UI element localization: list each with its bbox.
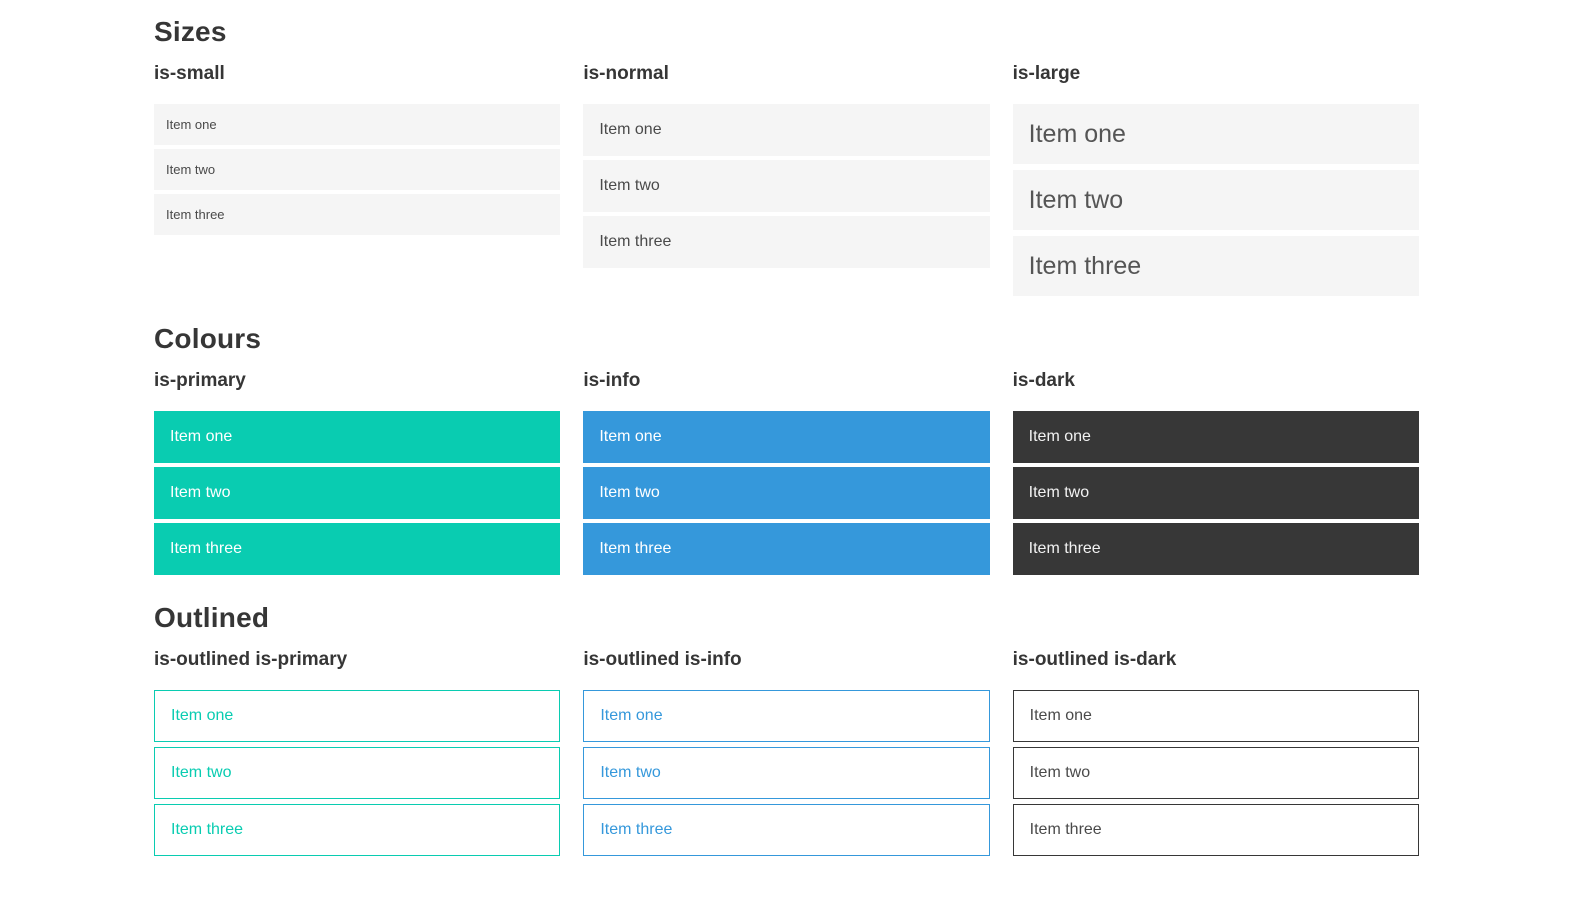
list-item[interactable]: Item one xyxy=(154,411,561,463)
group-is-small: is-small Item one Item two Item three xyxy=(154,62,561,296)
group-label-is-outlined-is-dark: is-outlined is-dark xyxy=(1012,649,1177,670)
list-item[interactable]: Item two xyxy=(583,747,990,799)
list-item[interactable]: Item two xyxy=(1012,467,1419,519)
group-is-large: is-large Item one Item two Item three xyxy=(1012,62,1419,296)
list-item[interactable]: Item three xyxy=(154,194,561,235)
list-item[interactable]: Item two xyxy=(154,467,561,519)
list-item[interactable]: Item two xyxy=(583,160,990,212)
item-list-is-info: Item one Item two Item three xyxy=(583,411,990,575)
list-item[interactable]: Item three xyxy=(154,523,561,575)
list-item[interactable]: Item three xyxy=(1012,236,1419,296)
list-item[interactable]: Item one xyxy=(583,104,990,156)
item-list-is-outlined-is-info: Item one Item two Item three xyxy=(583,690,990,856)
list-item[interactable]: Item three xyxy=(583,523,990,575)
list-item[interactable]: Item two xyxy=(1012,170,1419,230)
outlined-columns: is-outlined is-primary Item one Item two… xyxy=(154,648,1419,856)
sizes-columns: is-small Item one Item two Item three is… xyxy=(154,62,1419,296)
list-item[interactable]: Item one xyxy=(1012,104,1419,164)
section-sizes: Sizes is-small Item one Item two Item th… xyxy=(154,15,1419,296)
list-item[interactable]: Item two xyxy=(154,747,561,799)
list-item[interactable]: Item three xyxy=(583,216,990,268)
section-outlined: Outlined is-outlined is-primary Item one… xyxy=(154,601,1419,856)
list-item[interactable]: Item two xyxy=(1012,747,1419,799)
list-item[interactable]: Item three xyxy=(583,804,990,856)
section-colours: Colours is-primary Item one Item two Ite… xyxy=(154,322,1419,575)
list-item[interactable]: Item one xyxy=(154,104,561,145)
group-is-outlined-is-dark: is-outlined is-dark Item one Item two It… xyxy=(1012,648,1419,856)
list-item[interactable]: Item three xyxy=(1012,523,1419,575)
group-is-outlined-is-primary: is-outlined is-primary Item one Item two… xyxy=(154,648,561,856)
list-item[interactable]: Item three xyxy=(154,804,561,856)
group-label-is-small: is-small xyxy=(154,63,225,84)
item-list-is-primary: Item one Item two Item three xyxy=(154,411,561,575)
group-is-normal: is-normal Item one Item two Item three xyxy=(583,62,990,296)
list-item[interactable]: Item one xyxy=(583,411,990,463)
list-item[interactable]: Item one xyxy=(1012,411,1419,463)
item-list-is-normal: Item one Item two Item three xyxy=(583,104,990,268)
group-label-is-dark: is-dark xyxy=(1012,370,1075,391)
group-label-is-info: is-info xyxy=(583,370,641,391)
list-item[interactable]: Item one xyxy=(154,690,561,742)
list-item[interactable]: Item two xyxy=(154,149,561,190)
list-item[interactable]: Item three xyxy=(1012,804,1419,856)
group-is-dark: is-dark Item one Item two Item three xyxy=(1012,369,1419,575)
group-label-is-outlined-is-info: is-outlined is-info xyxy=(583,649,742,670)
list-item[interactable]: Item two xyxy=(583,467,990,519)
group-label-is-normal: is-normal xyxy=(583,63,669,84)
item-list-is-dark: Item one Item two Item three xyxy=(1012,411,1419,575)
section-title-colours: Colours xyxy=(154,323,262,354)
item-list-is-large: Item one Item two Item three xyxy=(1012,104,1419,296)
item-list-is-small: Item one Item two Item three xyxy=(154,104,561,235)
list-item[interactable]: Item one xyxy=(583,690,990,742)
list-item[interactable]: Item one xyxy=(1012,690,1419,742)
item-list-is-outlined-is-dark: Item one Item two Item three xyxy=(1012,690,1419,856)
section-title-sizes: Sizes xyxy=(154,16,227,47)
group-is-primary: is-primary Item one Item two Item three xyxy=(154,369,561,575)
group-is-info: is-info Item one Item two Item three xyxy=(583,369,990,575)
item-list-is-outlined-is-primary: Item one Item two Item three xyxy=(154,690,561,856)
group-label-is-outlined-is-primary: is-outlined is-primary xyxy=(154,649,348,670)
colours-columns: is-primary Item one Item two Item three … xyxy=(154,369,1419,575)
section-title-outlined: Outlined xyxy=(154,602,270,633)
group-label-is-primary: is-primary xyxy=(154,370,246,391)
group-is-outlined-is-info: is-outlined is-info Item one Item two It… xyxy=(583,648,990,856)
group-label-is-large: is-large xyxy=(1012,63,1081,84)
